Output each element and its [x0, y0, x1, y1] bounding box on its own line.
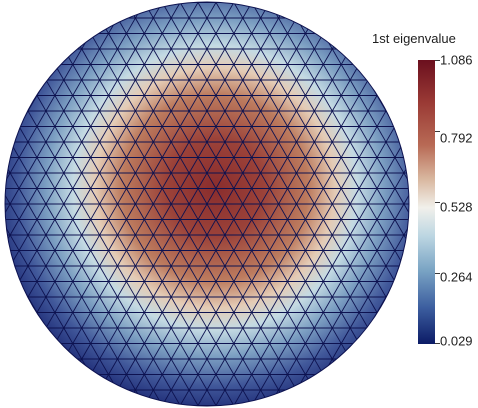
- mesh-edge: [9, 2, 217, 329]
- mesh-edge: [224, 95, 409, 406]
- mesh-edge: [211, 87, 409, 406]
- mesh-edge: [9, 79, 217, 406]
- mesh-edge: [184, 71, 391, 406]
- mesh-edge: [103, 25, 311, 383]
- mesh-edge: [49, 2, 257, 352]
- mesh-edge: [5, 2, 203, 321]
- mesh-edge: [143, 48, 351, 406]
- mesh-edge: [224, 2, 409, 313]
- mesh-edge: [264, 118, 409, 406]
- mesh-edge: [5, 2, 190, 313]
- mesh-edge: [23, 2, 230, 337]
- mesh-edge: [5, 2, 136, 282]
- disk-boundary: [4, 1, 410, 407]
- mesh-edge: [5, 95, 190, 406]
- mesh-edge: [76, 9, 284, 368]
- mesh-edge: [197, 79, 405, 406]
- mesh-edge: [5, 110, 163, 406]
- mesh-edge: [251, 110, 409, 406]
- mesh-edge: [63, 2, 271, 360]
- mesh-edge: [251, 2, 409, 298]
- mesh-edge: [143, 2, 351, 360]
- mesh-edge: [130, 40, 338, 399]
- mesh-edge: [36, 2, 244, 344]
- mesh-edge: [90, 33, 297, 391]
- mesh-edge: [157, 56, 365, 406]
- mesh-edge: [36, 64, 244, 406]
- mesh-edge: [197, 2, 405, 329]
- mesh-edge: [5, 2, 163, 298]
- mesh-edge: [278, 2, 409, 282]
- mesh-edge: [90, 17, 297, 375]
- mesh-edge: [63, 48, 271, 406]
- mesh-edge: [170, 64, 378, 406]
- mesh-edge: [117, 33, 324, 391]
- mesh-edge: [170, 2, 378, 344]
- mesh-edge: [278, 126, 409, 406]
- mesh-edge: [5, 2, 150, 290]
- mesh-edge: [117, 17, 324, 375]
- mesh-edge: [5, 126, 136, 406]
